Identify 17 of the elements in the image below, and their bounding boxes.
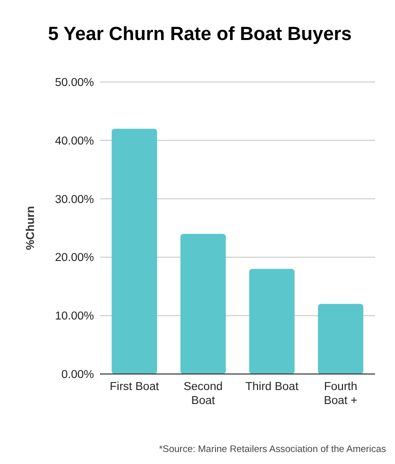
y-tick-label: 30.00% [54, 194, 94, 206]
y-tick-label: 50.00% [54, 77, 94, 90]
y-axis-title: %Churn [25, 206, 37, 250]
chart-title: 5 Year Churn Rate of Boat Buyers [48, 24, 352, 45]
y-tick-label: 40.00% [54, 135, 94, 148]
x-tick-label: Fourth Boat + [324, 381, 358, 407]
x-tick-label: Second Boat [184, 381, 223, 407]
x-tick-label: First Boat [110, 381, 160, 393]
bar [249, 268, 295, 374]
x-tick-label: Third Boat [245, 381, 300, 393]
bar [318, 304, 364, 374]
y-tick-label: 20.00% [54, 252, 94, 264]
bar [112, 128, 158, 374]
y-tick-label: 0.00% [61, 369, 94, 382]
bar [180, 234, 226, 374]
y-tick-label: 10.00% [54, 310, 94, 323]
text: *Source: Marine Retailers Association of the Americas [158, 444, 386, 455]
